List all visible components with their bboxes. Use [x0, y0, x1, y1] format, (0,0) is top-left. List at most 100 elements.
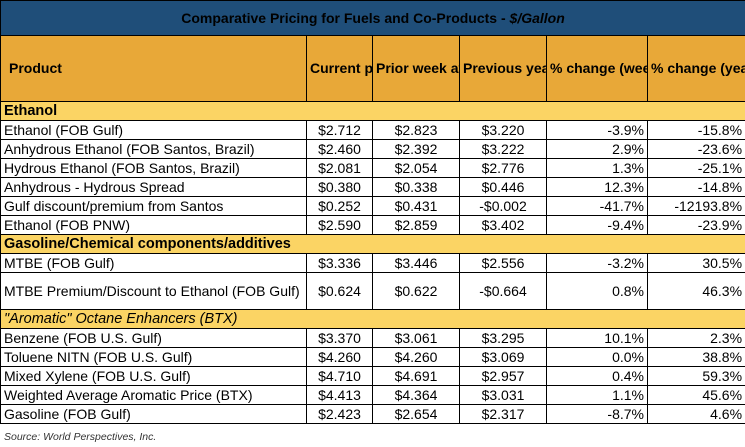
previous-year-cell: $2.776 [459, 158, 547, 178]
pct-change-year-cell: -12193.8% [646, 196, 745, 216]
pct-change-week-cell: 0.8% [546, 272, 648, 310]
current-price-cell: $0.380 [306, 177, 373, 197]
prior-week-average-cell: $3.446 [372, 253, 460, 273]
previous-year-cell: $2.317 [459, 404, 547, 424]
pct-change-year-cell: 4.6% [646, 404, 745, 424]
current-price-cell: $0.624 [306, 272, 373, 310]
col-header-current-price: Current price [306, 35, 373, 102]
table-title-row: Comparative Pricing for Fuels and Co-Pro… [0, 0, 745, 36]
col-header-pct-week: % change (week over week) [546, 35, 648, 102]
current-price-cell: $2.460 [306, 139, 373, 159]
current-price-cell: $2.712 [306, 120, 373, 140]
current-price-cell: $2.423 [306, 404, 373, 424]
pct-change-year-cell: 45.6% [646, 385, 745, 405]
prior-week-average-cell: $0.431 [372, 196, 460, 216]
previous-year-cell: $2.556 [459, 253, 547, 273]
pct-change-year-cell: 30.5% [646, 253, 745, 273]
current-price-cell: $3.370 [306, 328, 373, 348]
pct-change-week-cell: 10.1% [546, 328, 648, 348]
pct-change-week-cell: -3.2% [546, 253, 648, 273]
current-price-cell: $4.260 [306, 347, 373, 367]
column-header-row: Product Current price Prior week average… [0, 35, 745, 102]
table-row: Benzene (FOB U.S. Gulf) $3.370 $3.061 $3.29… [0, 328, 745, 348]
prior-week-average-cell: $2.654 [372, 404, 460, 424]
previous-year-cell: $2.957 [459, 366, 547, 386]
pct-change-year-cell: -23.9% [646, 215, 745, 235]
product-name-cell: Gasoline (FOB Gulf) [0, 404, 307, 424]
pct-change-year-cell: -15.8% [646, 120, 745, 140]
col-header-pct-year: % change (year over year) [646, 35, 745, 102]
section-header-row: Gasoline/Chemical components/additives [0, 234, 745, 254]
previous-year-cell: $0.446 [459, 177, 547, 197]
table-body: Ethanol Ethanol (FOB Gulf) $2.712 $2.823 $3.… [0, 101, 745, 424]
pct-change-week-cell: 0.4% [546, 366, 648, 386]
product-name-cell: Ethanol (FOB Gulf) [0, 120, 307, 140]
prior-week-average-cell: $4.364 [372, 385, 460, 405]
prior-week-average-cell: $4.260 [372, 347, 460, 367]
section-header-row: Ethanol [0, 101, 745, 121]
pct-change-week-cell: 1.3% [546, 158, 648, 178]
product-name-cell: Gulf discount/premium from Santos [0, 196, 307, 216]
prior-week-average-cell: $0.338 [372, 177, 460, 197]
pct-change-week-cell: -3.9% [546, 120, 648, 140]
current-price-cell: $4.710 [306, 366, 373, 386]
pricing-table: Comparative Pricing for Fuels and Co-Pro… [0, 0, 745, 424]
col-header-prior-week: Prior week average [372, 35, 460, 102]
previous-year-cell: $3.069 [459, 347, 547, 367]
current-price-cell: $2.081 [306, 158, 373, 178]
table-row: MTBE (FOB Gulf) $3.336 $3.446 $2.556 -3.2% 30… [0, 253, 745, 273]
product-name-cell: Anhydrous - Hydrous Spread [0, 177, 307, 197]
product-name-cell: Benzene (FOB U.S. Gulf) [0, 328, 307, 348]
pct-change-year-cell: -14.8% [646, 177, 745, 197]
current-price-cell: $2.590 [306, 215, 373, 235]
table-title-main: Comparative Pricing for Fuels and Co-Pro… [181, 10, 510, 26]
prior-week-average-cell: $2.859 [372, 215, 460, 235]
previous-year-cell: $3.295 [459, 328, 547, 348]
prior-week-average-cell: $4.691 [372, 366, 460, 386]
pct-change-week-cell: 12.3% [546, 177, 648, 197]
prior-week-average-cell: $2.054 [372, 158, 460, 178]
product-name-cell: MTBE (FOB Gulf) [0, 253, 307, 273]
table-row: Toluene NITN (FOB U.S. Gulf) $4.260 $4.260… [0, 347, 745, 367]
product-name-cell: Anhydrous Ethanol (FOB Santos, Brazil) [0, 139, 307, 159]
section-label: Ethanol [0, 101, 745, 121]
current-price-cell: $4.413 [306, 385, 373, 405]
pct-change-week-cell: 1.1% [546, 385, 648, 405]
pct-change-week-cell: -9.4% [546, 215, 648, 235]
section-label: "Aromatic" Octane Enhancers (BTX) [0, 309, 745, 329]
product-name-cell: Hydrous Ethanol (FOB Santos, Brazil) [0, 158, 307, 178]
table-row: Ethanol (FOB PNW) $2.590 $2.859 $3.402 -9.4%… [0, 215, 745, 235]
col-header-product: Product [0, 35, 307, 102]
pct-change-year-cell: -23.6% [646, 139, 745, 159]
previous-year-cell: -$0.664 [459, 272, 547, 310]
pct-change-year-cell: 2.3% [646, 328, 745, 348]
pct-change-year-cell: 46.3% [646, 272, 745, 310]
pct-change-week-cell: -8.7% [546, 404, 648, 424]
section-label: Gasoline/Chemical components/additives [0, 234, 745, 254]
table-row: MTBE Premium/Discount to Ethanol (FOB Gu… [0, 272, 745, 310]
table-row: Hydrous Ethanol (FOB Santos, Brazil) $2.0… [0, 158, 745, 178]
section-header-row: "Aromatic" Octane Enhancers (BTX) [0, 309, 745, 329]
table-row: Anhydrous Ethanol (FOB Santos, Brazil) $2… [0, 139, 745, 159]
previous-year-cell: $3.222 [459, 139, 547, 159]
prior-week-average-cell: $2.392 [372, 139, 460, 159]
product-name-cell: MTBE Premium/Discount to Ethanol (FOB Gu… [0, 272, 307, 310]
table-row: Anhydrous - Hydrous Spread $0.380 $0.338 $0… [0, 177, 745, 197]
product-name-cell: Ethanol (FOB PNW) [0, 215, 307, 235]
product-name-cell: Mixed Xylene (FOB U.S. Gulf) [0, 366, 307, 386]
pct-change-week-cell: 2.9% [546, 139, 648, 159]
previous-year-cell: $3.402 [459, 215, 547, 235]
prior-week-average-cell: $0.622 [372, 272, 460, 310]
pct-change-week-cell: 0.0% [546, 347, 648, 367]
table-title: Comparative Pricing for Fuels and Co-Pro… [0, 0, 745, 36]
table-row: Gasoline (FOB Gulf) $2.423 $2.654 $2.317 -8.… [0, 404, 745, 424]
table-row: Mixed Xylene (FOB U.S. Gulf) $4.710 $4.691… [0, 366, 745, 386]
table-title-unit: $/Gallon [509, 10, 565, 26]
product-name-cell: Weighted Average Aromatic Price (BTX) [0, 385, 307, 405]
prior-week-average-cell: $2.823 [372, 120, 460, 140]
prior-week-average-cell: $3.061 [372, 328, 460, 348]
product-name-cell: Toluene NITN (FOB U.S. Gulf) [0, 347, 307, 367]
col-header-previous-year: Previous year [459, 35, 547, 102]
pct-change-year-cell: 38.8% [646, 347, 745, 367]
